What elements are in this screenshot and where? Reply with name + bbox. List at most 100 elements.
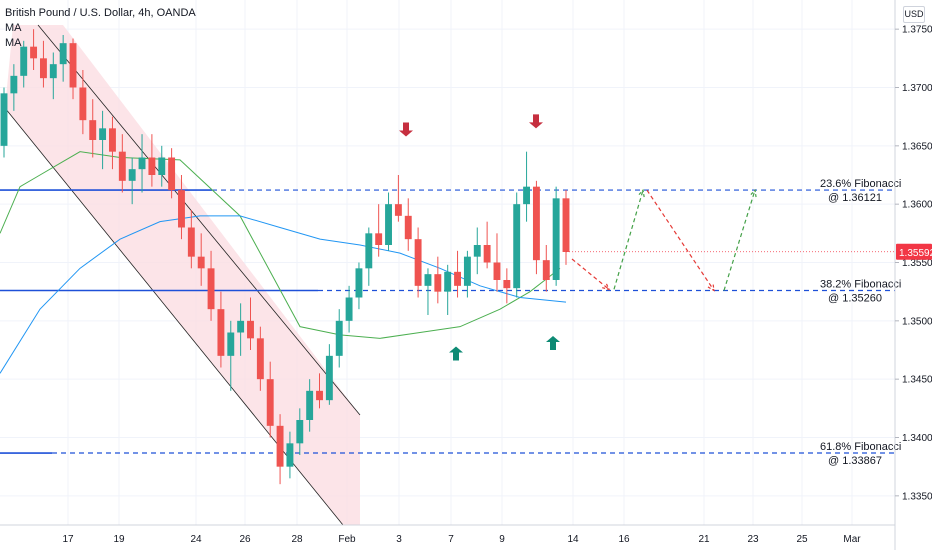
- legend-ma-1[interactable]: MA: [5, 22, 22, 34]
- projection-arrowhead-2: [707, 283, 715, 292]
- candle: [237, 303, 245, 356]
- candle-body: [0, 93, 8, 146]
- last-price-label: 1.35592: [899, 248, 932, 259]
- candle-body: [256, 338, 264, 380]
- candle: [365, 227, 373, 286]
- candle: [168, 148, 176, 199]
- candle: [69, 38, 77, 100]
- candle-body: [217, 309, 225, 356]
- candle: [296, 408, 304, 455]
- x-tick-label-14: Mar: [843, 534, 861, 545]
- candle: [345, 285, 353, 333]
- projection-segment-1: [613, 189, 644, 290]
- x-tick-label-12: 23: [747, 534, 759, 545]
- channel-upper-line: [37, 24, 361, 416]
- candle: [325, 344, 333, 405]
- candle-body: [325, 355, 333, 401]
- x-tick-label-0: 17: [62, 534, 74, 545]
- candle: [306, 379, 314, 432]
- candle: [404, 198, 412, 251]
- candle-body: [385, 204, 392, 245]
- candle-body: [424, 274, 432, 286]
- candle-body: [562, 198, 570, 252]
- candle-body: [187, 227, 195, 257]
- candle: [118, 134, 126, 193]
- x-tick-label-2: 24: [190, 534, 202, 545]
- candle-body: [276, 425, 284, 467]
- candle-body: [503, 280, 511, 289]
- candle-body: [59, 43, 67, 65]
- candle-body: [454, 271, 461, 286]
- candle-body: [444, 271, 452, 292]
- x-tick-label-8: 9: [499, 534, 505, 545]
- candle-body: [207, 268, 215, 310]
- candle-body: [109, 128, 116, 152]
- candle: [394, 175, 402, 222]
- x-tick-label-6: 3: [396, 534, 402, 545]
- candle-body: [197, 256, 205, 269]
- candle-body: [404, 215, 412, 240]
- x-tick-label-11: 21: [698, 534, 710, 545]
- candle: [178, 175, 185, 240]
- candle: [493, 233, 501, 292]
- x-tick-label-10: 16: [618, 534, 630, 545]
- candle-body: [30, 46, 38, 59]
- projection-arrowhead-0: [602, 282, 611, 291]
- candle-body: [158, 157, 166, 175]
- candle: [247, 297, 254, 350]
- candle-body: [345, 297, 353, 321]
- candle-body: [542, 260, 550, 280]
- projection-arrowhead-1: [637, 188, 645, 198]
- x-tick-label-13: 25: [796, 534, 808, 545]
- fib-label-pct-2: 61.8% Fibonacci: [820, 441, 901, 453]
- candle: [20, 40, 28, 88]
- candle-body: [532, 186, 540, 261]
- x-tick-label-4: 28: [291, 534, 303, 545]
- candle-body: [523, 186, 531, 205]
- candle: [217, 291, 225, 368]
- candle: [187, 210, 195, 269]
- projection-segment-2: [646, 189, 715, 291]
- down-arrow-icon-1: [529, 114, 543, 129]
- legend-ma-2[interactable]: MA: [5, 37, 22, 49]
- candle: [39, 40, 47, 88]
- fib-label-pct-1: 38.2% Fibonacci: [820, 279, 901, 291]
- candle-body: [118, 151, 126, 181]
- candle-body: [316, 390, 323, 401]
- down-arrow-icon-0: [399, 122, 413, 137]
- y-tick-label-3: 1.36000: [902, 200, 932, 211]
- candle-body: [227, 332, 235, 356]
- candle-body: [463, 256, 471, 286]
- candle: [227, 320, 235, 391]
- candle-body: [20, 46, 28, 76]
- candle-body: [286, 443, 294, 467]
- candle: [138, 134, 146, 193]
- up-arrow-icon-1: [546, 336, 560, 350]
- candle-body: [178, 190, 185, 228]
- candle: [523, 151, 531, 222]
- candle-body: [128, 169, 136, 181]
- candle-body: [483, 245, 491, 263]
- candle: [552, 186, 560, 286]
- candle-body: [266, 379, 274, 426]
- currency-badge[interactable]: USD: [903, 6, 925, 23]
- candle-body: [168, 157, 176, 191]
- candle-body: [365, 233, 373, 269]
- up-arrow-icon-0: [449, 346, 463, 361]
- candle-body: [79, 87, 87, 121]
- candle-body: [10, 75, 18, 94]
- candle: [49, 52, 57, 100]
- candle-body: [69, 43, 77, 88]
- candle: [473, 227, 481, 275]
- y-tick-label-5: 1.35000: [902, 316, 932, 327]
- candle: [276, 414, 284, 485]
- y-tick-label-7: 1.34000: [902, 433, 932, 444]
- candle-body: [49, 64, 57, 79]
- candle: [335, 309, 343, 368]
- candle: [513, 192, 521, 298]
- candle: [503, 268, 511, 304]
- candle-body: [89, 120, 97, 140]
- candle: [316, 373, 323, 409]
